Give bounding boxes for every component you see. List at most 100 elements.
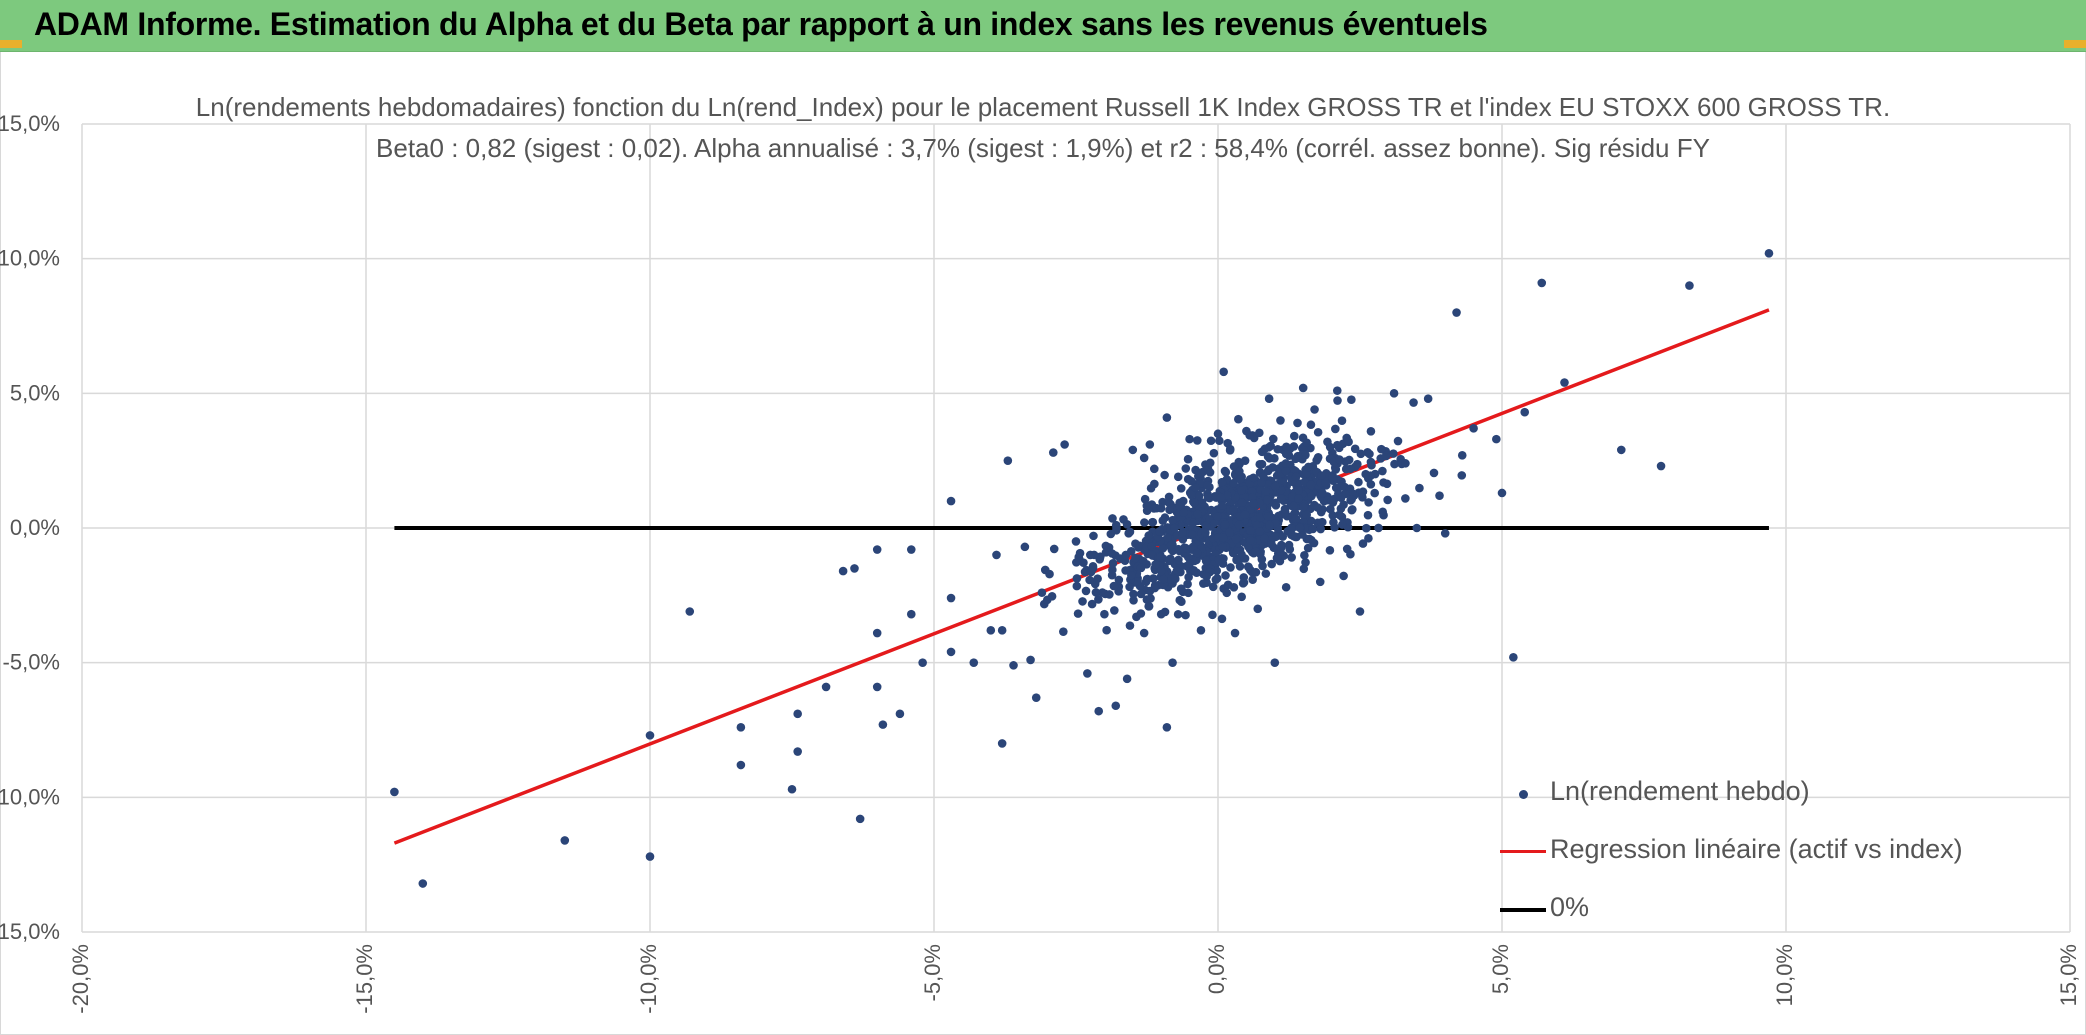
scatter-point <box>1136 609 1146 618</box>
scatter-point <box>1302 438 1311 447</box>
scatter-point <box>1348 505 1357 514</box>
scatter-point <box>1162 723 1172 732</box>
scatter-point <box>1335 455 1344 464</box>
scatter-point <box>1317 488 1327 498</box>
scatter-point <box>1122 520 1132 529</box>
scatter-point <box>872 545 882 554</box>
scatter-point <box>1203 492 1213 502</box>
scatter-point <box>1133 576 1142 586</box>
scatter-point <box>1225 444 1235 454</box>
scatter-point <box>1081 586 1091 596</box>
scatter-point <box>1158 516 1168 526</box>
scatter-point <box>1326 504 1335 514</box>
scatter-point <box>1232 555 1241 565</box>
scatter-point <box>1208 610 1217 620</box>
scatter-point <box>918 658 927 667</box>
legend-red-line-marker <box>1500 850 1546 853</box>
scatter-point <box>1336 493 1346 503</box>
scatter-point <box>1537 278 1547 288</box>
scatter-point <box>1355 607 1365 616</box>
scatter-point <box>1114 575 1124 585</box>
scatter-point <box>1047 591 1057 601</box>
scatter-point <box>1212 512 1222 521</box>
scatter-point <box>1218 542 1228 552</box>
scatter-point <box>1101 541 1111 551</box>
scatter-point <box>1291 454 1300 464</box>
scatter-point <box>1377 444 1386 454</box>
scatter-point <box>1389 449 1398 458</box>
x-axis-ticks: -20,0% -15,0% -10,0% -5,0% 0,0% 5,0% 10,0% 15,0… <box>68 944 2081 1014</box>
scatter-point <box>1060 440 1069 449</box>
scatter-point <box>1364 534 1373 543</box>
scatter-point <box>1155 552 1165 562</box>
scatter-point <box>1367 460 1376 470</box>
scatter-point <box>1237 592 1246 602</box>
scatter-point <box>1145 440 1155 449</box>
scatter-point <box>1174 501 1184 511</box>
scatter-point <box>1364 498 1373 507</box>
scatter-point <box>1121 550 1131 560</box>
scatter-point <box>1226 563 1235 572</box>
scatter-point <box>1179 508 1188 517</box>
scatter-point <box>1139 453 1149 463</box>
scatter-point <box>1125 582 1134 592</box>
scatter-point <box>1280 504 1290 514</box>
scatter-point <box>1294 485 1304 495</box>
scatter-point <box>1072 574 1082 583</box>
scatter-point <box>1078 597 1087 606</box>
scatter-point <box>1124 529 1133 538</box>
scatter-point <box>1273 444 1283 454</box>
scatter-point <box>1188 530 1197 540</box>
scatter-point <box>1251 567 1261 577</box>
scatter-point <box>1129 595 1138 605</box>
scatter-point <box>1253 604 1263 614</box>
scatter-point <box>1415 483 1424 493</box>
scatter-point <box>1229 478 1238 488</box>
scatter-point <box>1401 494 1410 503</box>
scatter-point <box>997 739 1007 748</box>
scatter-point <box>1175 546 1184 556</box>
scatter-point <box>1263 452 1273 461</box>
scatter-point <box>736 723 746 732</box>
scatter-point <box>850 564 859 573</box>
scatter-point <box>992 550 1001 560</box>
scatter-point <box>1235 467 1244 476</box>
scatter-point <box>1347 395 1356 405</box>
scatter-point <box>685 607 695 616</box>
scatter-point <box>946 496 956 506</box>
scatter-point <box>1125 621 1135 630</box>
scatter-point <box>1208 582 1218 592</box>
scatter-point <box>1313 503 1323 512</box>
scatter-point <box>946 647 956 657</box>
scatter-point <box>1276 543 1285 553</box>
scatter-point <box>1085 575 1094 585</box>
scatter-point <box>1308 524 1318 534</box>
scatter-point <box>1237 498 1247 507</box>
scatter-point <box>1190 483 1200 492</box>
x-tick-label: 15,0% <box>2056 944 2081 1006</box>
scatter-point <box>1221 467 1231 477</box>
scatter-point <box>1215 436 1224 446</box>
scatter-point <box>1151 560 1160 569</box>
scatter-point <box>1291 472 1301 481</box>
scatter-point <box>872 682 882 692</box>
scatter-point <box>1295 523 1305 533</box>
scatter-point <box>1276 494 1286 504</box>
scatter-point <box>969 658 979 667</box>
scatter-point <box>1075 548 1085 558</box>
scatter-point <box>1162 413 1172 422</box>
scatter-point <box>418 879 428 888</box>
scatter-point <box>1106 529 1116 539</box>
scatter-point <box>1509 652 1518 662</box>
scatter-point <box>1072 558 1081 567</box>
scatter-point <box>1246 526 1255 536</box>
scatter-point <box>1164 492 1174 502</box>
scatter-point <box>1122 674 1132 684</box>
scatter-point <box>1306 420 1316 430</box>
scatter-point <box>1237 550 1246 559</box>
scatter-point <box>1223 580 1233 590</box>
scatter-point <box>1339 571 1348 581</box>
scatter-point <box>1435 491 1444 500</box>
scatter-point <box>1110 606 1119 615</box>
scatter-point <box>1256 549 1265 559</box>
